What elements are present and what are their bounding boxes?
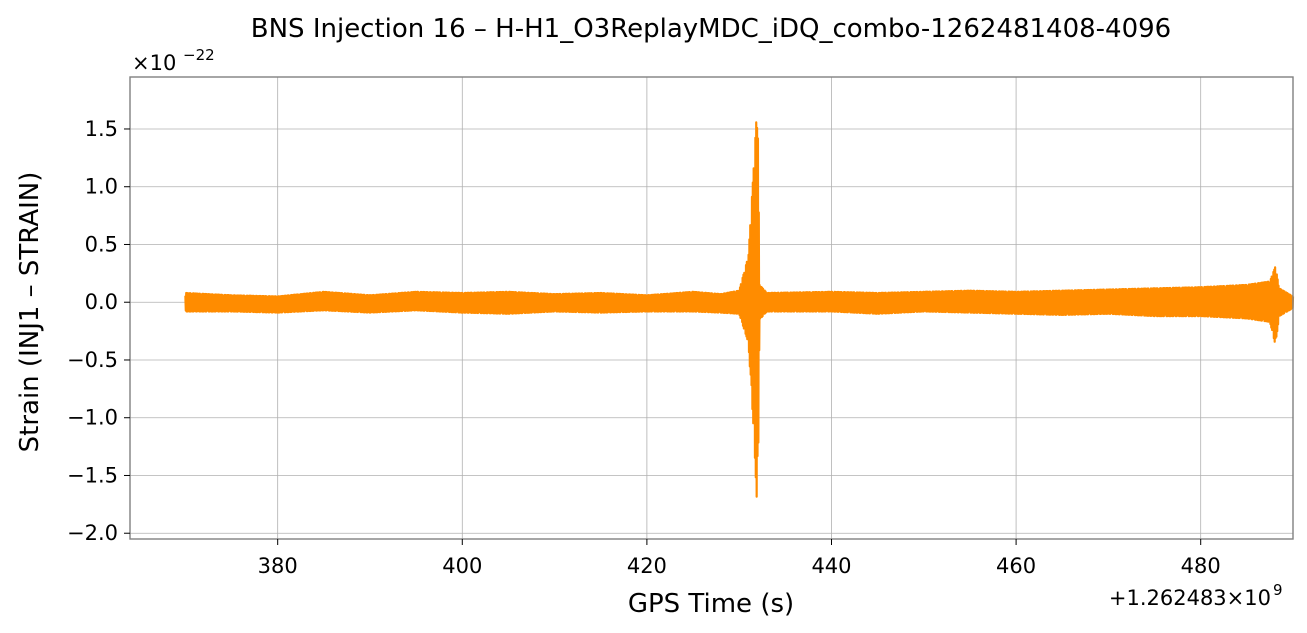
y-tick-label: −0.5: [67, 348, 118, 372]
x-tick-label: 480: [1181, 554, 1221, 578]
x-tick-label: 380: [258, 554, 298, 578]
x-offset-exponent: 9: [1273, 581, 1283, 599]
x-tick-label: 400: [442, 554, 482, 578]
plot-area: [184, 121, 1295, 498]
y-tick-label: 1.0: [85, 175, 118, 199]
x-offset-base: +1.262483×10: [1109, 586, 1271, 610]
y-tick-label: −2.0: [67, 521, 118, 545]
plot-frame: [129, 76, 1294, 540]
x-axis: 380 400 420 440 460 480: [258, 539, 1221, 578]
y-axis-label: Strain (INJ1 – STRAIN): [15, 172, 45, 453]
y-tick-label: −1.5: [67, 463, 118, 487]
y-tick-label: −1.0: [67, 406, 118, 430]
chart-title: BNS Injection 16 – H-H1_O3ReplayMDC_iDQ_…: [251, 14, 1171, 44]
strain-series-line: [184, 121, 1295, 498]
x-tick-label: 440: [811, 554, 851, 578]
y-multiplier-exponent: −22: [183, 46, 215, 64]
y-tick-label: 1.5: [85, 117, 118, 141]
x-tick-label: 460: [996, 554, 1036, 578]
x-axis-label: GPS Time (s): [628, 589, 794, 619]
y-tick-label: 0.0: [85, 290, 118, 314]
x-tick-label: 420: [627, 554, 667, 578]
y-multiplier: ×10 −22: [132, 46, 215, 75]
x-offset: +1.262483×10 9: [1109, 581, 1283, 610]
y-tick-label: 0.5: [85, 232, 118, 256]
y-axis: −2.0 −1.5 −1.0 −0.5 0.0 0.5 1.0 1.5: [67, 117, 130, 545]
y-multiplier-base: ×10: [132, 51, 176, 75]
